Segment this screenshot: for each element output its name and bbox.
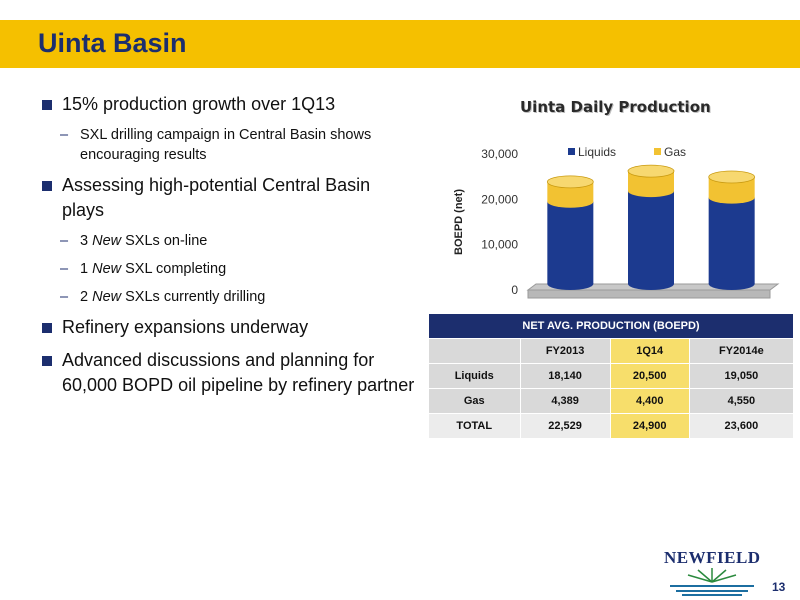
table-cell: 22,529 <box>519 413 611 439</box>
y-tick-label: 10,000 <box>481 238 518 252</box>
legend-swatch <box>654 148 661 155</box>
bar-bottom-cap <box>547 195 594 208</box>
table-title: NET AVG. PRODUCTION (BOEPD) <box>428 313 794 339</box>
bar-liquids <box>547 201 594 284</box>
y-tick-label: 0 <box>511 283 518 297</box>
table-cell: 4,389 <box>519 388 611 414</box>
sub-bullet-prefix: 2 <box>80 289 93 305</box>
bullet-text: Advanced discussions and planning for 60… <box>62 350 415 395</box>
table-cell: 24,900 <box>609 413 690 439</box>
table-row: Liquids 18,140 20,500 19,050 <box>428 363 795 389</box>
row-label: TOTAL <box>428 413 521 439</box>
table-cell: 19,050 <box>688 363 795 389</box>
bar-bottom-cap <box>628 278 674 290</box>
bar-top-cap <box>627 164 675 178</box>
sub-bullet-emphasis: New <box>92 261 122 277</box>
bullet-square-icon <box>42 323 52 333</box>
sub-bullet-emphasis: New <box>92 233 122 249</box>
table-row: TOTAL 22,529 24,900 23,600 <box>428 413 795 439</box>
title-bar <box>0 20 800 68</box>
legend-label: Gas <box>664 145 686 159</box>
y-axis-label: BOEPD (net) <box>453 189 465 255</box>
bullet-list: 15% production growth over 1Q13 – SXL dri… <box>42 92 417 406</box>
table-cell: 23,600 <box>688 413 795 439</box>
bullet-text: Assessing high-potential Central Basin p… <box>62 175 371 220</box>
sub-bullet-text: SXL completing <box>121 261 227 277</box>
bullet-item: Assessing high-potential Central Basin p… <box>42 173 417 223</box>
table-cell: 18,140 <box>519 363 611 389</box>
dash-icon: – <box>60 233 69 249</box>
production-chart: 0 10,000 20,000 30,000 BOEPD (net) Liquids Gas <box>453 145 780 299</box>
company-logo-icon <box>670 568 754 596</box>
column-header: FY2014e <box>688 338 795 364</box>
legend-label: Liquids <box>578 145 616 159</box>
table-corner <box>428 338 521 364</box>
sub-bullet-prefix: 1 <box>80 261 93 277</box>
sub-bullet-emphasis: New <box>92 289 122 305</box>
sub-bullet-item: –1 New SXL completing <box>42 259 417 279</box>
column-header: 1Q14 <box>609 338 690 364</box>
row-label: Gas <box>428 388 521 414</box>
bullet-text: Refinery expansions underway <box>62 317 309 337</box>
sub-bullet-text: SXLs currently drilling <box>121 289 266 305</box>
sub-bullet-item: –3 New SXLs on-line <box>42 231 417 251</box>
column-header: FY2013 <box>519 338 611 364</box>
sub-bullet-item: – SXL drilling campaign in Central Basin … <box>42 125 417 165</box>
sub-bullet-text: SXLs on-line <box>121 233 208 249</box>
bullet-item: Advanced discussions and planning for 60… <box>42 348 417 398</box>
dash-icon: – <box>60 127 69 143</box>
sub-bullet-item: –2 New SXLs currently drilling <box>42 287 417 307</box>
bar-liquids <box>628 191 674 284</box>
bar-top-cap <box>546 175 594 189</box>
bullet-item: 15% production growth over 1Q13 <box>42 92 417 117</box>
production-table: NET AVG. PRODUCTION (BOEPD) FY2013 1Q14 … <box>428 313 795 439</box>
company-logo-text: NEWFIELD <box>664 548 761 567</box>
legend-swatch <box>568 148 575 155</box>
bar-bottom-cap <box>628 185 674 198</box>
bar-top-cap <box>708 170 756 184</box>
bar-liquids <box>708 197 755 284</box>
bullet-item: Refinery expansions underway <box>42 315 417 340</box>
table-cell: 4,550 <box>688 388 795 414</box>
bullet-square-icon <box>42 181 52 191</box>
table-cell: 4,400 <box>609 388 690 414</box>
bar-bottom-cap <box>708 191 755 204</box>
bar-bottom-cap <box>547 278 594 290</box>
bar-bottom-cap <box>708 278 755 290</box>
bullet-square-icon <box>42 356 52 366</box>
sub-bullet-text: SXL drilling campaign in Central Basin s… <box>80 127 372 163</box>
y-tick-label: 20,000 <box>481 192 518 206</box>
page-number: 13 <box>772 580 786 594</box>
chart-floor-front <box>527 289 771 299</box>
row-label: Liquids <box>428 363 521 389</box>
table-cell: 20,500 <box>609 363 690 389</box>
bullet-text: 15% production growth over 1Q13 <box>62 94 336 114</box>
dash-icon: – <box>60 289 69 305</box>
slide-title: Uinta Basin <box>38 28 187 58</box>
dash-icon: – <box>60 261 69 277</box>
sub-bullet-prefix: 3 <box>80 233 93 249</box>
table-row: Gas 4,389 4,400 4,550 <box>428 388 795 414</box>
bullet-square-icon <box>42 100 52 110</box>
y-tick-label: 30,000 <box>481 147 518 161</box>
chart-title: Uinta Daily Production <box>520 98 711 116</box>
